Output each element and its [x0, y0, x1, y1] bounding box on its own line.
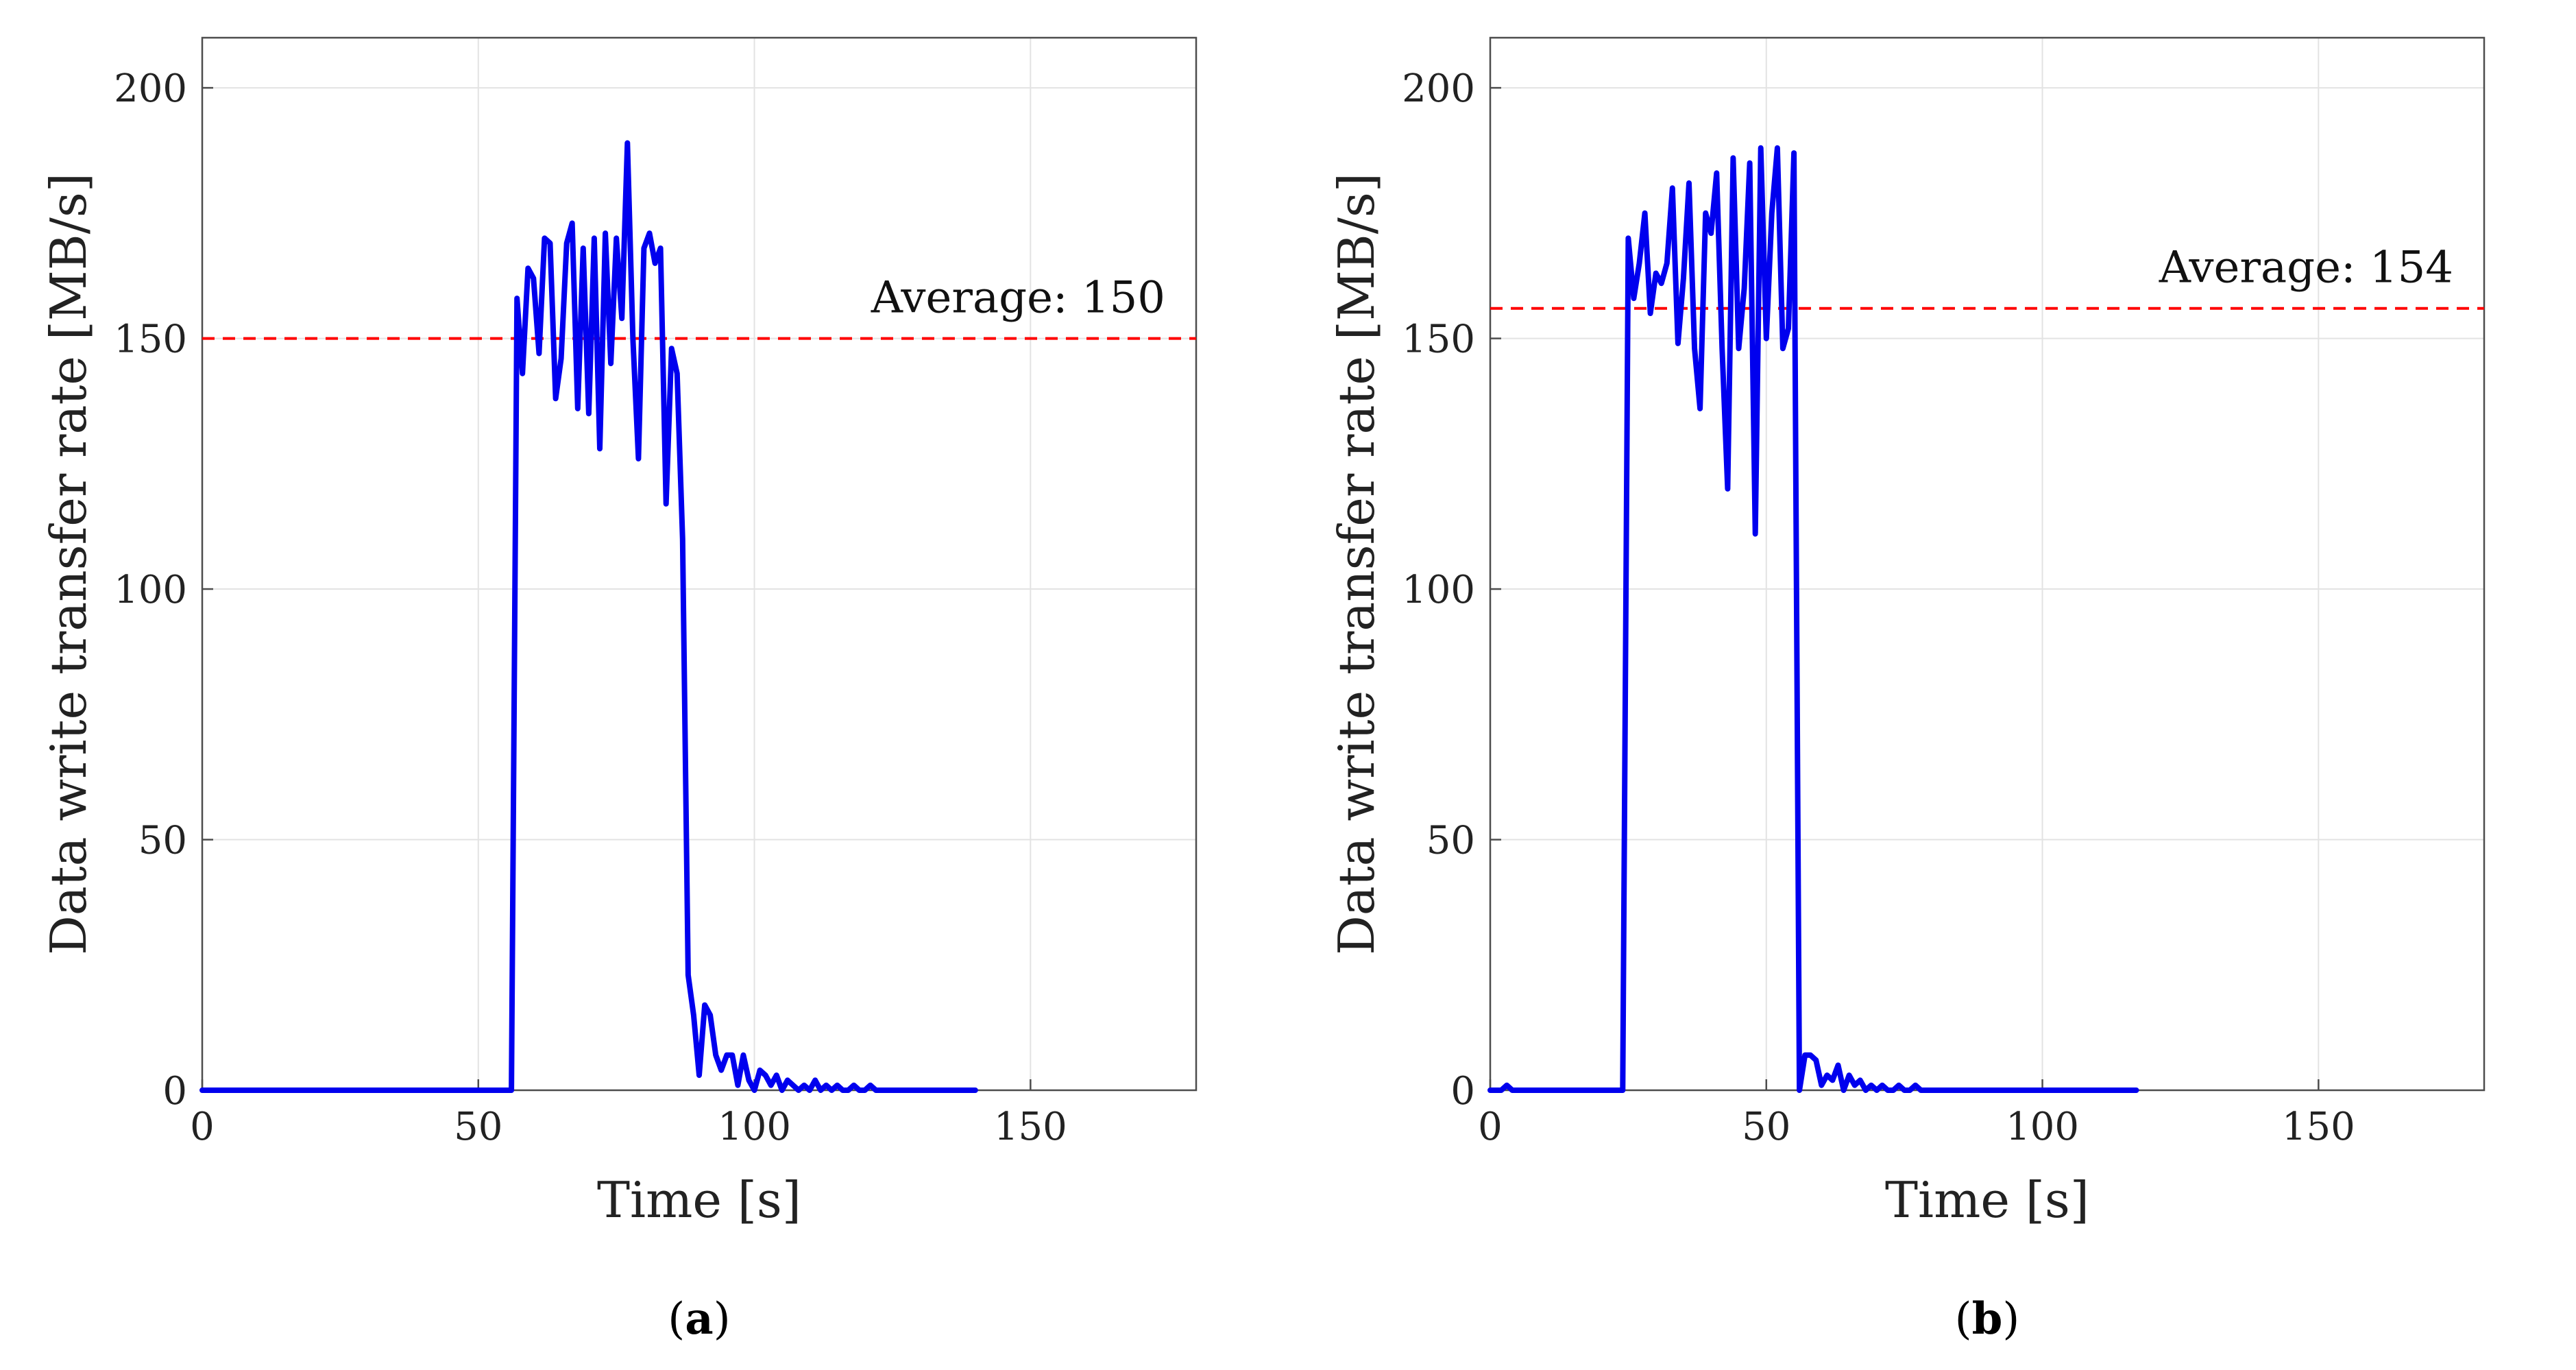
chart-a-x-tick-label: 100: [718, 1105, 791, 1149]
chart-a-plot-area: [202, 38, 1196, 1090]
chart-b-series-line: [1487, 145, 2139, 1093]
chart-b-y-tick-label: 50: [1426, 819, 1475, 863]
chart-a-average-annotation: Average: 150: [871, 273, 1165, 324]
chart-b-y-tick-label: 150: [1402, 317, 1475, 362]
chart-a-y-tick-label: 200: [114, 67, 187, 111]
chart-b-y-tick-label: 100: [1402, 568, 1475, 612]
chart-a-y-axis-label: Data write transfer rate [MB/s]: [40, 173, 97, 955]
chart-b-average-annotation: Average: 154: [2159, 243, 2453, 293]
chart-a-axes-box: [201, 36, 1198, 1092]
chart-a-svg: 0 50 100 150 0 50 100 150 200 Time [s] Data write …: [40, 36, 1198, 1345]
chart-a-caption: (a): [668, 1293, 730, 1345]
chart-b-x-tick-label: 0: [1478, 1105, 1503, 1149]
chart-a-x-tick-label: 50: [454, 1105, 502, 1149]
chart-b-y-axis-label: Data write transfer rate [MB/s]: [1328, 173, 1385, 955]
chart-a-series-line: [199, 140, 978, 1093]
chart-b-x-axis-label: Time [s]: [1885, 1171, 2089, 1229]
chart-a-x-tick-label: 150: [994, 1105, 1067, 1149]
chart-panel-a: 0 50 100 150 0 50 100 150 200 Time [s] Data write …: [40, 36, 1198, 1345]
chart-b-caption: (b): [1955, 1293, 2020, 1345]
chart-a-x-tick-label: 0: [190, 1105, 215, 1149]
chart-b-x-tick-label: 150: [2282, 1105, 2355, 1149]
chart-b-y-tick-label: 0: [1450, 1069, 1475, 1114]
chart-b-y-tick-label: 200: [1402, 67, 1475, 111]
chart-a-y-tick-label: 150: [114, 317, 187, 362]
chart-panel-b: 0 50 100 150 0 50 100 150 200 Time [s] Data write …: [1288, 0, 2576, 1370]
chart-a-y-tick-label: 50: [138, 819, 187, 863]
chart-a-y-tick-label: 0: [162, 1069, 187, 1114]
chart-a-x-axis-label: Time [s]: [597, 1171, 801, 1229]
chart-a-y-tick-label: 100: [114, 568, 187, 612]
chart-b-plot-area: [1490, 38, 2484, 1090]
chart-b-x-tick-label: 50: [1742, 1105, 1790, 1149]
chart-b-svg: 0 50 100 150 0 50 100 150 200 Time [s] Data write …: [1328, 36, 2486, 1345]
chart-b-x-tick-label: 100: [2006, 1105, 2079, 1149]
